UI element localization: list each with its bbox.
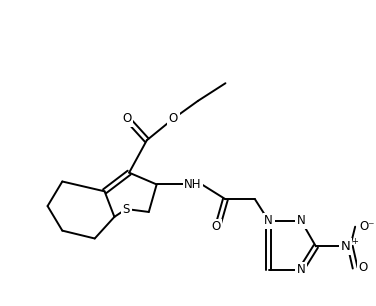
Text: N: N — [297, 263, 305, 276]
Text: N: N — [264, 214, 273, 227]
Text: O: O — [211, 220, 220, 233]
Text: S: S — [123, 203, 130, 215]
Text: NH: NH — [184, 178, 202, 191]
Text: N: N — [340, 240, 350, 253]
Text: O⁻: O⁻ — [359, 220, 375, 233]
Text: N: N — [297, 214, 305, 227]
Text: +: + — [351, 237, 358, 246]
Text: O: O — [358, 261, 368, 274]
Text: O: O — [169, 112, 178, 125]
Text: O: O — [123, 112, 132, 125]
